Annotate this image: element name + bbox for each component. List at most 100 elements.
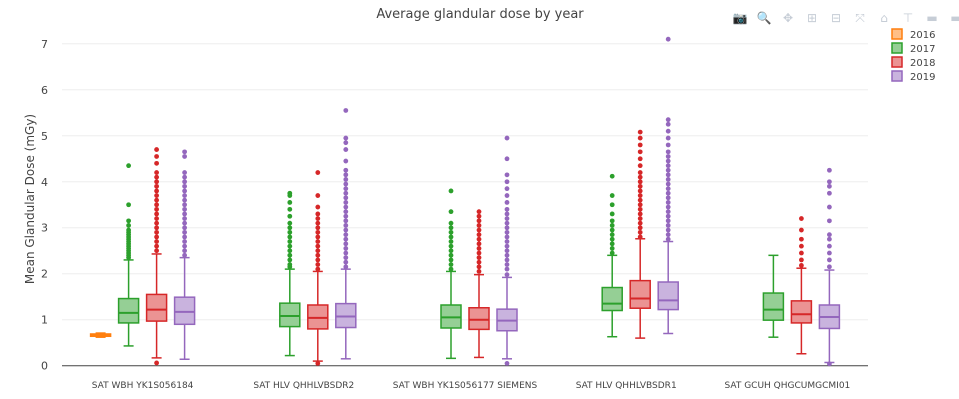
outlier-point (504, 216, 510, 221)
outlier-point (315, 248, 321, 254)
outlier-point (126, 227, 131, 233)
outlier-point (182, 188, 188, 194)
zoom-out-icon[interactable]: ⊟ (830, 11, 842, 25)
outlier-point (665, 154, 671, 159)
x-tick-label: SAT HLV QHHLVBSDR2 (253, 381, 354, 391)
outlier-point (637, 229, 643, 235)
outlier-point (827, 183, 832, 189)
outlier-point (827, 204, 832, 210)
outlier-point (476, 250, 482, 256)
outlier-point (182, 239, 188, 244)
box-2019-3 (657, 36, 679, 335)
outlier-point (154, 183, 160, 189)
outlier-point (287, 220, 293, 226)
outlier-point (637, 197, 643, 203)
box-2017-0 (117, 163, 140, 347)
hover-closest-icon[interactable]: ▬ (926, 11, 938, 25)
outlier-point (504, 220, 510, 226)
outlier-point (637, 156, 643, 162)
outlier-point (182, 183, 188, 189)
outlier-point (182, 202, 188, 208)
outlier-point (154, 216, 160, 221)
outlier-point (287, 213, 293, 219)
box-2018-3 (629, 129, 651, 339)
box-body (117, 297, 140, 324)
outlier-point (448, 266, 454, 272)
outlier-point (827, 218, 832, 224)
outlier-point (476, 223, 482, 228)
outlier-point (287, 206, 293, 212)
outlier-point (827, 190, 832, 196)
outlier-point (637, 206, 643, 212)
legend-swatch (891, 70, 903, 82)
outlier-point (315, 266, 321, 272)
outlier-point (343, 167, 349, 173)
outlier-point (665, 232, 671, 238)
home-icon[interactable]: ⌂ (880, 11, 888, 25)
outlier-point (343, 135, 349, 141)
pan-icon[interactable]: ✥ (782, 11, 794, 25)
outlier-point (448, 209, 454, 215)
outlier-point (637, 129, 643, 135)
outlier-point (637, 135, 643, 141)
hover-compare-icon[interactable]: ▬ (950, 11, 959, 25)
outlier-point (799, 236, 804, 242)
outlier-point (665, 142, 671, 148)
outlier-point (476, 264, 482, 270)
outlier-point (343, 218, 349, 224)
y-tick-label: 6 (41, 84, 48, 97)
outlier-point (343, 213, 349, 219)
outlier-point (182, 220, 188, 226)
outlier-point (637, 170, 643, 175)
outlier-point (504, 252, 510, 258)
outlier-point (343, 209, 349, 215)
outlier-point (343, 241, 349, 247)
outlier-point (637, 179, 643, 185)
outlier-point (799, 227, 804, 233)
outlier-point (287, 200, 293, 205)
zoom-in-icon[interactable]: ⊞ (806, 11, 818, 25)
outlier-point (182, 216, 188, 221)
outlier-point (126, 218, 131, 224)
camera-icon[interactable]: 📷 (732, 11, 748, 25)
outlier-point (154, 211, 160, 217)
box-body (629, 279, 651, 309)
outlier-point (448, 220, 454, 226)
outlier-point (315, 257, 321, 263)
outlier-point (799, 216, 804, 221)
outlier-point (448, 225, 454, 231)
outlier-point (315, 361, 321, 366)
box-body (145, 293, 168, 322)
outlier-point (504, 229, 510, 235)
outlier-point (609, 223, 615, 228)
outlier-point (182, 234, 188, 240)
outlier-point (287, 239, 293, 244)
x-tick-label: SAT WBH YK1S056177 SIEMENS (393, 381, 538, 391)
outlier-point (126, 223, 131, 228)
box-2019-4 (818, 167, 841, 367)
box-2017-2 (440, 188, 462, 360)
outlier-point (799, 243, 804, 249)
autoscale-icon[interactable]: ⤧ (855, 11, 865, 25)
chart-title: Average glandular dose by year (376, 7, 584, 22)
outlier-point (799, 257, 804, 263)
outlier-point (609, 236, 615, 242)
outlier-point (504, 156, 510, 162)
outlier-point (637, 211, 643, 217)
outlier-point (637, 225, 643, 231)
outlier-point (476, 232, 482, 238)
outlier-point (182, 174, 188, 180)
outlier-point (182, 229, 188, 235)
y-tick-label: 0 (41, 360, 48, 373)
outlier-point (343, 236, 349, 242)
chart-toolbar: 📷🔍✥⊞⊟⤧⌂⊤▬▬▥ (728, 10, 959, 26)
outlier-point (315, 234, 321, 240)
zoom-icon[interactable]: 🔍 (756, 11, 772, 25)
outlier-point (315, 170, 321, 175)
outlier-point (343, 147, 349, 152)
spike-lines-icon[interactable]: ⊤ (902, 11, 914, 25)
outlier-point (343, 232, 349, 238)
outlier-point (343, 140, 349, 146)
outlier-point (504, 186, 510, 192)
